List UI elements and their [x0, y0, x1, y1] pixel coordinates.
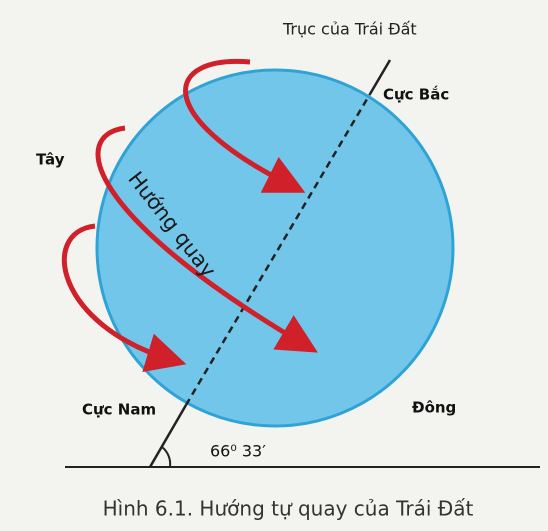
- page: Trục của Trái Đất Cực Bắc Tây Hướng quay…: [0, 0, 548, 531]
- west-label: Tây: [36, 151, 65, 169]
- east-label: Đông: [412, 399, 456, 417]
- caption: Hình 6.1. Hướng tự quay của Trái Đất: [103, 497, 474, 521]
- south-pole-label: Cực Nam: [82, 401, 156, 419]
- north-pole-label: Cực Bắc: [383, 85, 449, 104]
- earth: [97, 70, 453, 426]
- angle-label: 66⁰ 33′: [210, 442, 266, 461]
- diagram: Trục của Trái Đất Cực Bắc Tây Hướng quay…: [0, 0, 548, 531]
- axis-label: Trục của Trái Đất: [282, 20, 417, 39]
